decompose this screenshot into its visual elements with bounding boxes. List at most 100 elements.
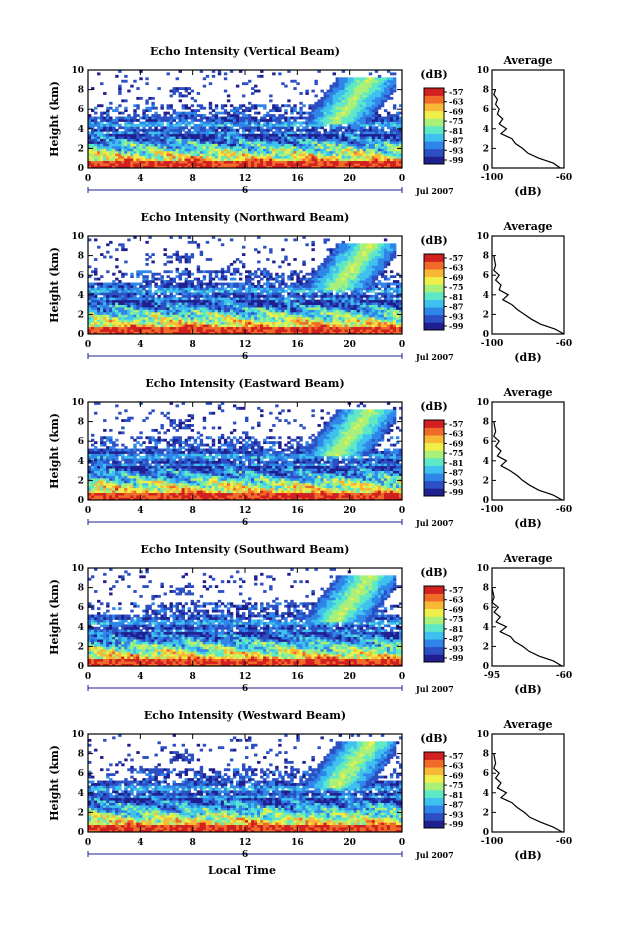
y-axis-label: Height (km) — [48, 579, 61, 655]
colorbar-tick-label: -99 — [449, 155, 464, 165]
average-y-tick-label: 0 — [483, 496, 489, 506]
x-tick-label: 4 — [137, 506, 143, 516]
average-x-label: (dB) — [514, 517, 541, 530]
average-y-tick-label: 4 — [483, 623, 489, 633]
heatmap-cells — [88, 70, 403, 169]
average-title: Average — [502, 718, 552, 731]
average-y-tick-label: 6 — [483, 603, 489, 613]
x-tick-label: 0 — [399, 340, 405, 350]
colorbar-tick-label: -63 — [449, 263, 464, 273]
x-tick-label: 12 — [239, 340, 252, 350]
colorbar-swatch — [424, 118, 444, 127]
average-y-tick-label: 4 — [483, 125, 489, 135]
colorbar-tick-label: -57 — [449, 253, 463, 263]
y-tick-label: 0 — [78, 662, 84, 672]
colorbar-swatch — [424, 774, 444, 783]
y-tick-label: 4 — [78, 291, 84, 301]
x-tick-label: 16 — [291, 838, 304, 848]
x-tick-label: 0 — [85, 174, 91, 184]
colorbar-swatch — [424, 631, 444, 640]
y-axis-label: Height (km) — [48, 413, 61, 489]
colorbar-unit: (dB) — [420, 732, 447, 745]
average-y-tick-label: 2 — [483, 310, 489, 320]
average-profile-line — [493, 89, 561, 169]
beam-panel-0: Echo Intensity (Vertical Beam) Height (km… — [48, 45, 572, 198]
colorbar-tick-label: -93 — [449, 477, 464, 487]
x-tick-label: 16 — [291, 506, 304, 516]
y-tick-label: 2 — [78, 642, 84, 652]
colorbar-tick-label: -75 — [449, 780, 463, 790]
average-y-tick-label: 4 — [483, 457, 489, 467]
colorbar-swatch — [424, 624, 444, 632]
average-y-tick-label: 8 — [483, 750, 489, 760]
average-frame — [491, 567, 565, 667]
colorbar-swatch — [424, 261, 444, 270]
average-x-tick-label: -60 — [556, 837, 572, 847]
colorbar-tick-label: -69 — [449, 604, 464, 614]
colorbar-tick-label: -93 — [449, 145, 464, 155]
average-x-tick-label: -100 — [481, 837, 504, 847]
colorbar-swatch — [424, 148, 444, 157]
x-tick-label: 8 — [190, 174, 196, 184]
colorbar-tick-label: -57 — [449, 585, 463, 595]
colorbar-swatch — [424, 752, 444, 760]
colorbar-unit: (dB) — [420, 68, 447, 81]
x-tick-label: 8 — [190, 340, 196, 350]
colorbar-tick-label: -69 — [449, 272, 464, 282]
date-label: Jul 2007 — [415, 684, 454, 694]
colorbar-frame — [423, 751, 445, 829]
beam-panel-1: Echo Intensity (Northward Beam) Height (k… — [48, 211, 572, 364]
average-x-tick-label: -60 — [556, 173, 572, 183]
average-y-tick-label: 0 — [483, 164, 489, 174]
average-y-tick-label: 6 — [483, 271, 489, 281]
y-tick-label: 10 — [71, 232, 84, 242]
y-tick-label: 2 — [78, 476, 84, 486]
y-tick-label: 8 — [78, 86, 84, 96]
colorbar-swatch — [424, 797, 444, 806]
colorbar-tick-label: -63 — [449, 97, 464, 107]
beam-panel-3: Echo Intensity (Southward Beam) Height (k… — [48, 543, 572, 696]
colorbar-tick-label: -81 — [449, 292, 463, 302]
x-axis-label: Local Time — [208, 864, 276, 877]
average-y-tick-label: 6 — [483, 105, 489, 115]
x-tick-label: 4 — [137, 838, 143, 848]
y-tick-label: 6 — [78, 769, 84, 779]
x-tick-label: 0 — [85, 838, 91, 848]
colorbar-tick-label: -99 — [449, 487, 464, 497]
colorbar-swatch — [424, 646, 444, 655]
colorbar-tick-label: -93 — [449, 643, 464, 653]
y-tick-label: 0 — [78, 828, 84, 838]
x-tick-label: 0 — [85, 672, 91, 682]
colorbar-swatch — [424, 805, 444, 814]
average-y-tick-label: 8 — [483, 86, 489, 96]
y-tick-label: 2 — [78, 808, 84, 818]
average-frame — [491, 235, 565, 335]
colorbar-tick-label: -57 — [449, 87, 463, 97]
colorbar-tick-label: -75 — [449, 116, 463, 126]
panel-title: Echo Intensity (Westward Beam) — [144, 709, 346, 722]
average-y-tick-label: 4 — [483, 291, 489, 301]
average-y-tick-label: 2 — [483, 642, 489, 652]
y-tick-label: 4 — [78, 789, 84, 799]
y-axis-label: Height (km) — [48, 745, 61, 821]
colorbar-swatch — [424, 254, 444, 262]
colorbar-swatch — [424, 420, 444, 428]
colorbar-swatch — [424, 307, 444, 316]
colorbar-tick-label: -69 — [449, 438, 464, 448]
colorbar-unit: (dB) — [420, 566, 447, 579]
beam-panel-4: Echo Intensity (Westward Beam) Height (km… — [48, 709, 572, 862]
colorbar-tick-label: -75 — [449, 282, 463, 292]
colorbar-swatch — [424, 639, 444, 648]
beam-panel-2: Echo Intensity (Eastward Beam) Height (km… — [48, 377, 572, 530]
average-x-tick-label: -100 — [481, 173, 504, 183]
colorbar-swatch — [424, 790, 444, 798]
x-tick-label: 4 — [137, 174, 143, 184]
colorbar-swatch — [424, 284, 444, 293]
colorbar-swatch — [424, 450, 444, 459]
colorbar-tick-label: -81 — [449, 624, 463, 634]
average-y-tick-label: 4 — [483, 789, 489, 799]
colorbar-tick-label: -69 — [449, 770, 464, 780]
x-tick-label: 16 — [291, 672, 304, 682]
colorbar-tick-label: -63 — [449, 429, 464, 439]
average-frame — [491, 733, 565, 833]
